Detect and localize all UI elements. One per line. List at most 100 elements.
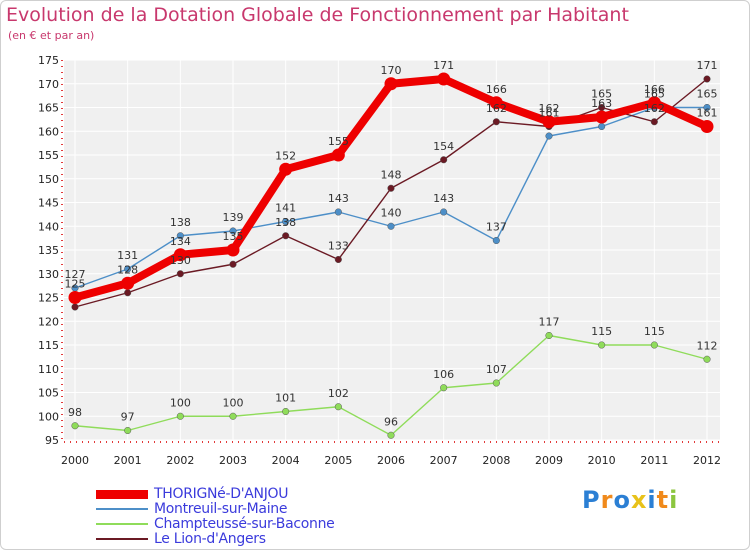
data-point-le-lion-d-angers [492, 118, 500, 126]
legend-label: Montreuil-sur-Maine [154, 501, 288, 517]
data-point-montreuil-sur-maine [229, 227, 237, 235]
data-label-thorign-d-anjou: 128 [117, 263, 138, 276]
x-tick-label: 2001 [114, 454, 142, 467]
y-tick-label: 110 [38, 363, 59, 376]
data-point-champteuss-sur-baconne [176, 412, 184, 420]
data-label-montreuil-sur-maine: 141 [275, 202, 296, 215]
data-point-montreuil-sur-maine [703, 103, 711, 112]
legend-item: THORIGNé-D'ANJOU [96, 486, 289, 502]
legend-item: Champteussé-sur-Baconne [96, 516, 335, 532]
data-label-le-lion-d-angers: 162 [486, 102, 507, 115]
data-label-champteuss-sur-baconne: 112 [697, 339, 718, 352]
chart-subtitle: (en € et par an) [8, 29, 95, 42]
y-tick-label: 170 [38, 78, 59, 91]
y-tick-label: 130 [38, 268, 59, 281]
legend-label: Le Lion-d'Angers [154, 531, 266, 547]
y-tick-label: 105 [38, 387, 59, 400]
logo-letter: o [613, 486, 631, 514]
data-point-champteuss-sur-baconne [387, 431, 395, 439]
data-point-champteuss-sur-baconne [703, 355, 711, 363]
data-point-le-lion-d-angers [387, 184, 395, 192]
data-point-le-lion-d-angers [124, 289, 132, 297]
data-label-champteuss-sur-baconne: 106 [433, 368, 454, 381]
data-label-champteuss-sur-baconne: 115 [591, 325, 612, 338]
y-tick-label: 165 [38, 102, 59, 115]
data-label-thorign-d-anjou: 155 [328, 135, 349, 148]
data-point-montreuil-sur-maine [387, 222, 395, 230]
data-point-thorign-d-anjou [331, 148, 345, 162]
y-tick-label: 175 [38, 54, 59, 67]
data-point-montreuil-sur-maine [124, 265, 132, 273]
data-point-le-lion-d-angers [176, 270, 184, 278]
legend-item: Montreuil-sur-Maine [96, 501, 287, 517]
data-label-montreuil-sur-maine: 137 [486, 221, 507, 234]
y-tick-label: 155 [38, 149, 59, 162]
data-point-thorign-d-anjou [68, 291, 82, 304]
logo-letter: t [656, 486, 670, 514]
data-point-thorign-d-anjou [173, 248, 187, 262]
proxiti-logo: Proxiti [582, 486, 678, 514]
data-point-champteuss-sur-baconne [492, 379, 500, 387]
data-label-champteuss-sur-baconne: 115 [644, 325, 665, 338]
y-tick-label: 160 [38, 125, 59, 138]
data-point-champteuss-sur-baconne [282, 407, 290, 416]
data-label-montreuil-sur-maine: 138 [170, 216, 191, 229]
data-point-champteuss-sur-baconne [334, 403, 342, 411]
data-point-thorign-d-anjou [700, 120, 714, 133]
data-point-thorign-d-anjou [489, 96, 503, 110]
data-point-thorign-d-anjou [226, 243, 240, 257]
data-point-montreuil-sur-maine [176, 232, 184, 240]
y-tick-label: 150 [38, 173, 59, 186]
x-tick-label: 2000 [61, 454, 89, 467]
chart-title: Evolution de la Dotation Globale de Fonc… [6, 4, 629, 26]
data-point-thorign-d-anjou [121, 276, 135, 290]
x-tick-label: 2005 [324, 454, 352, 467]
data-point-le-lion-d-angers [229, 260, 237, 268]
data-label-le-lion-d-angers: 133 [328, 240, 349, 253]
x-tick-label: 2004 [272, 454, 300, 467]
logo-letter: i [647, 486, 657, 514]
legend-swatch [96, 508, 148, 510]
x-tick-label: 2012 [693, 454, 721, 467]
data-label-champteuss-sur-baconne: 98 [68, 406, 82, 419]
y-tick-label: 135 [38, 244, 59, 257]
data-point-le-lion-d-angers [650, 118, 658, 126]
data-label-le-lion-d-angers: 148 [381, 168, 402, 181]
data-point-montreuil-sur-maine [440, 208, 448, 216]
y-tick-label: 125 [38, 292, 59, 305]
line-chart: 95 100 105 110 115 120 125 130 135 140 145 150 155 16… [38, 54, 721, 467]
data-point-thorign-d-anjou [542, 115, 556, 129]
data-point-montreuil-sur-maine [598, 122, 606, 131]
data-label-le-lion-d-angers: 154 [433, 140, 454, 153]
data-point-le-lion-d-angers [71, 303, 79, 311]
legend-swatch [96, 523, 148, 525]
legend-item: Le Lion-d'Angers [96, 531, 266, 547]
data-point-champteuss-sur-baconne [440, 384, 448, 392]
data-point-champteuss-sur-baconne [71, 422, 79, 430]
data-point-champteuss-sur-baconne [650, 341, 658, 349]
data-point-montreuil-sur-maine [334, 208, 342, 216]
data-label-le-lion-d-angers: 130 [170, 254, 191, 267]
data-label-thorign-d-anjou: 161 [697, 107, 718, 120]
data-point-le-lion-d-angers [334, 255, 342, 264]
data-label-champteuss-sur-baconne: 96 [384, 415, 398, 428]
data-label-le-lion-d-angers: 161 [539, 107, 560, 120]
legend-swatch [96, 489, 148, 499]
data-point-le-lion-d-angers [703, 75, 711, 83]
data-label-thorign-d-anjou: 163 [591, 97, 612, 110]
data-point-thorign-d-anjou [384, 77, 398, 91]
y-tick-label: 95 [45, 434, 59, 447]
data-label-champteuss-sur-baconne: 100 [170, 396, 191, 409]
data-label-thorign-d-anjou: 166 [644, 83, 665, 96]
x-tick-label: 2010 [588, 454, 616, 467]
data-point-champteuss-sur-baconne [124, 426, 132, 435]
y-tick-label: 120 [38, 315, 59, 328]
data-point-thorign-d-anjou [595, 110, 609, 124]
logo-letter: r [600, 486, 614, 514]
data-label-montreuil-sur-maine: 165 [644, 88, 665, 101]
data-label-thorign-d-anjou: 152 [275, 149, 296, 162]
data-label-montreuil-sur-maine: 127 [65, 268, 86, 281]
data-label-thorign-d-anjou: 162 [539, 102, 560, 115]
data-point-le-lion-d-angers [282, 232, 290, 240]
legend-swatch [96, 538, 148, 540]
